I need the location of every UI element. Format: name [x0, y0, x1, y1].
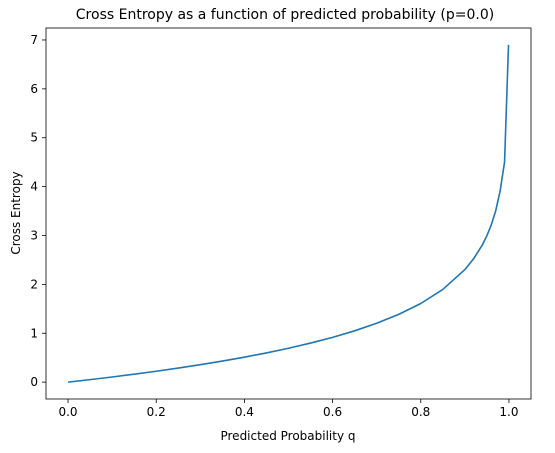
- x-axis-label: Predicted Probability q: [220, 429, 355, 443]
- y-tick-label: 7: [30, 33, 38, 47]
- y-tick-label: 3: [30, 228, 38, 242]
- chart-title: Cross Entropy as a function of predicted…: [76, 7, 494, 23]
- x-tick-label: 0.8: [411, 405, 430, 419]
- x-tick-label: 1.0: [499, 405, 518, 419]
- y-tick-label: 4: [30, 180, 38, 194]
- y-tick-label: 6: [30, 82, 38, 96]
- plot-area: [67, 44, 510, 383]
- y-axis: 0 1 2 3 4 5 6 7: [30, 33, 46, 389]
- x-tick-label: 0.2: [147, 405, 166, 419]
- y-tick-label: 1: [30, 326, 38, 340]
- x-tick-label: 0.4: [235, 405, 254, 419]
- axes-frame: [45, 27, 532, 400]
- x-tick-label: 0.0: [58, 405, 77, 419]
- series-line: [67, 44, 510, 383]
- y-tick-label: 2: [30, 277, 38, 291]
- x-axis: 0.0 0.2 0.4 0.6 0.8 1.0: [58, 399, 519, 419]
- y-axis-label: Cross Entropy: [9, 171, 23, 254]
- x-tick-label: 0.6: [323, 405, 342, 419]
- y-tick-label: 5: [30, 131, 38, 145]
- y-tick-label: 0: [30, 375, 38, 389]
